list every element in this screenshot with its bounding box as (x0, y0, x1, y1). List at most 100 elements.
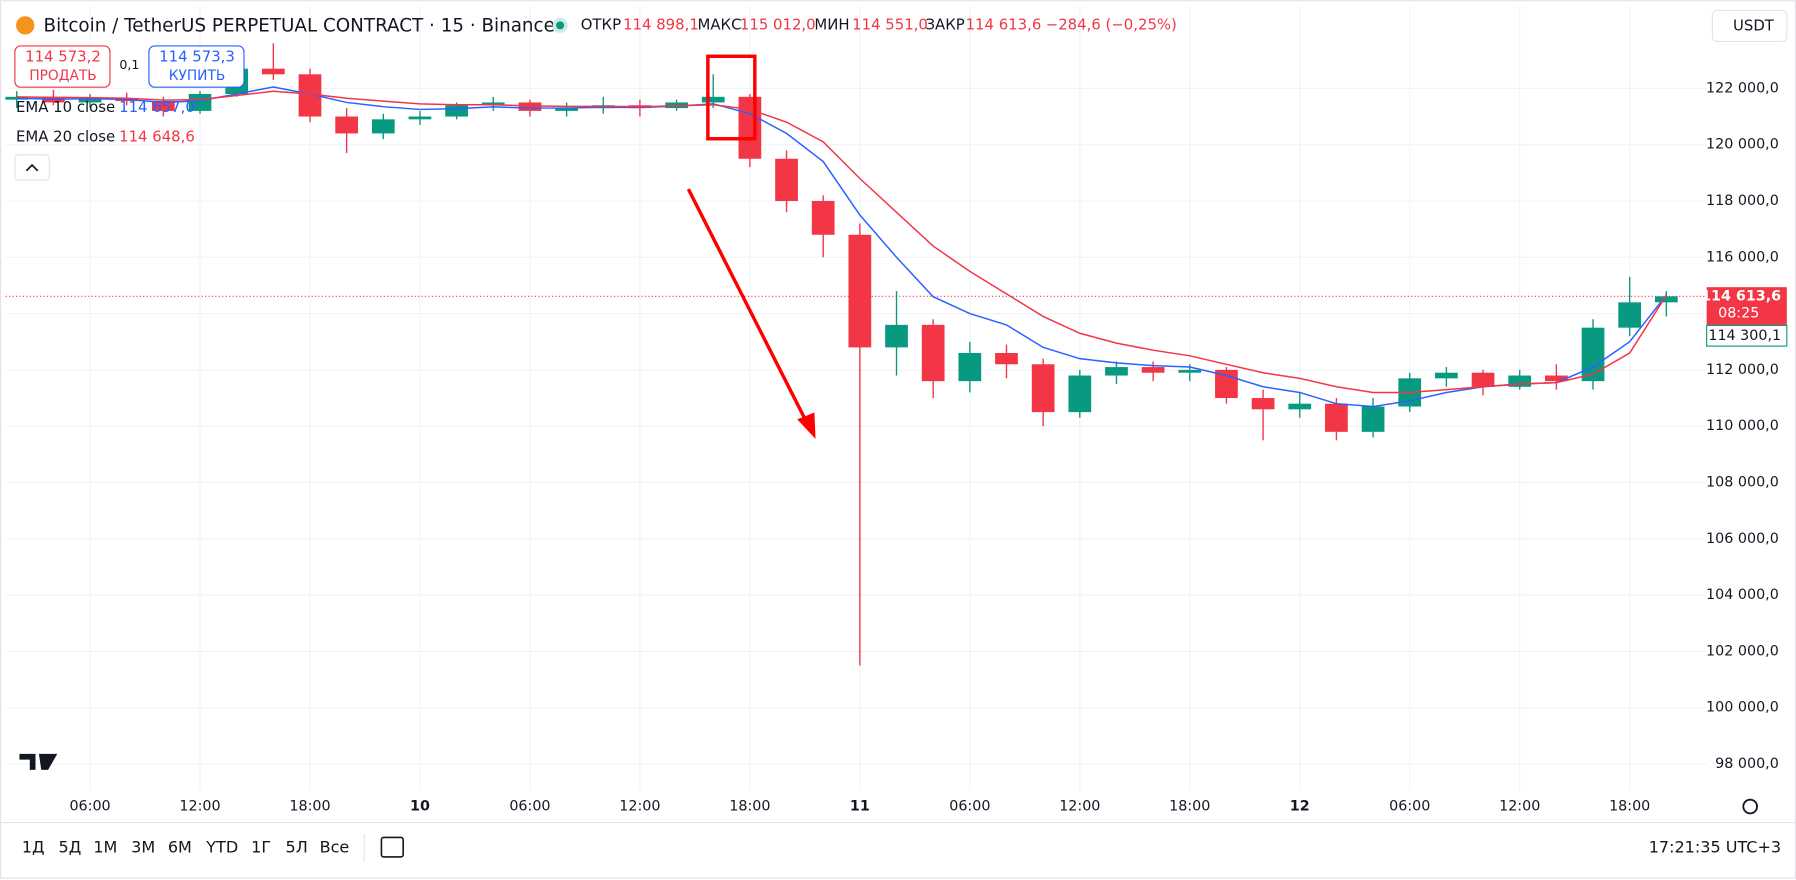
range-button[interactable]: 3М (131, 837, 155, 856)
candle-body (811, 200, 835, 235)
candle-body (518, 102, 542, 111)
countdown: 08:25 (1718, 306, 1759, 322)
date-range-icon[interactable] (380, 836, 404, 858)
range-button[interactable]: 6М (168, 837, 192, 856)
candle-body (775, 158, 798, 201)
candle-body (151, 101, 175, 111)
spread: 0,1 (119, 57, 139, 72)
range-button[interactable]: 5Д (59, 837, 82, 856)
x-tick-label: 12:00 (179, 799, 220, 815)
tv-logo[interactable] (19, 753, 58, 770)
candle-body (1178, 369, 1202, 373)
x-tick-label: 12:00 (1499, 799, 1540, 815)
ema-price-box (1706, 324, 1788, 347)
last-price: 114 613,6 (1701, 288, 1781, 304)
collapse-button[interactable] (14, 154, 50, 181)
last-price-bg (1706, 287, 1787, 325)
ema-name[interactable]: EMA 10 close (16, 98, 115, 116)
candle-body (848, 234, 872, 348)
currency-button[interactable] (1711, 9, 1788, 42)
highlight-box (706, 54, 757, 141)
candle-body (1361, 406, 1385, 432)
market-status[interactable] (552, 17, 568, 33)
x-tick-label: 18:00 (729, 799, 770, 815)
buy-price: 114 573,3 (159, 47, 235, 65)
candle-body (445, 105, 468, 117)
candle-body (701, 96, 725, 103)
y-tick-label: 100 000,0 (1706, 700, 1779, 716)
candle-body (1031, 364, 1055, 413)
range-button[interactable]: YTD (205, 837, 238, 856)
y-tick-label: 104 000,0 (1706, 587, 1779, 603)
candle-body (995, 353, 1018, 365)
candle-body (1471, 372, 1495, 387)
ohlc-value: 114 551,0 (852, 15, 928, 33)
ema-value: 114 648,6 (119, 128, 195, 146)
btc-icon (16, 16, 35, 35)
clock[interactable]: 17:21:35 UTC+3 (1649, 837, 1781, 856)
ema-name[interactable]: EMA 20 close (16, 128, 115, 146)
ema-line (16, 90, 1667, 394)
candle-body (555, 108, 578, 111)
candle-body (1654, 296, 1678, 303)
candle-body (1544, 375, 1568, 382)
candle-body (958, 353, 982, 382)
y-tick-label: 118 000,0 (1706, 193, 1779, 209)
x-tick-label: 12:00 (1059, 799, 1100, 815)
buy-button[interactable] (148, 45, 245, 88)
sell-price: 114 573,2 (25, 47, 101, 65)
range-button[interactable]: 1Г (251, 837, 271, 856)
arrow-line (686, 188, 811, 428)
x-tick-label: 11 (850, 799, 870, 815)
symbol-title[interactable]: Bitcoin / TetherUS PERPETUAL CONTRACT · … (44, 16, 555, 37)
ohlc-label: МИН (814, 15, 849, 33)
x-tick-label: 12 (1290, 799, 1310, 815)
y-tick-label: 116 000,0 (1706, 249, 1779, 265)
ohlc-value: 114 613,6 (966, 15, 1042, 33)
ohlc-label: ОТКР (581, 15, 621, 33)
y-tick-label: 112 000,0 (1706, 362, 1779, 378)
ohlc-label: МАКС (698, 15, 742, 33)
settings-icon[interactable] (1742, 798, 1758, 815)
x-tick-label: 18:00 (1609, 799, 1650, 815)
candle-body (1325, 403, 1348, 432)
range-button[interactable]: 1М (93, 837, 117, 856)
buy-label: КУПИТЬ (169, 68, 226, 84)
range-button[interactable]: Все (320, 837, 350, 856)
candle-body (1068, 375, 1092, 413)
candle-body (261, 68, 285, 75)
candle-body (298, 74, 322, 117)
candle-body (78, 98, 102, 103)
candle-body (335, 116, 359, 134)
ema-line (16, 86, 1667, 408)
last-price-box: 114 613,6 08:25 (1701, 287, 1787, 325)
candle-body (885, 324, 908, 348)
candle-body (1251, 398, 1275, 410)
range-button[interactable]: 5Л (286, 837, 308, 856)
candle-body (738, 96, 762, 159)
toolbar: 1Д 5Д 1М 3М 6М YTD 1Г 5Л Все (22, 837, 349, 856)
candle-body (481, 102, 505, 106)
y-tick-label: 120 000,0 (1706, 137, 1779, 153)
candle-body (1288, 403, 1312, 410)
candle-body (1508, 375, 1532, 387)
y-tick-label: 108 000,0 (1706, 475, 1779, 491)
sell-button[interactable] (14, 45, 111, 88)
x-tick-label: 06:00 (1389, 799, 1430, 815)
candle-body (1105, 367, 1128, 376)
currency: USDT (1733, 17, 1775, 35)
y-tick-label: 102 000,0 (1706, 643, 1779, 659)
ohlc-label: ЗАКР (925, 15, 964, 33)
candle-body (1581, 327, 1605, 382)
candle-body (921, 324, 945, 382)
y-tick-label: 110 000,0 (1706, 418, 1779, 434)
x-tick-label: 06:00 (69, 799, 110, 815)
x-tick-label: 12:00 (619, 799, 660, 815)
ohlc-value: 115 012,0 (740, 15, 816, 33)
arrow-head (797, 412, 816, 439)
range-button[interactable]: 1Д (22, 837, 45, 856)
candle-body (371, 119, 395, 134)
x-tick-label: 06:00 (509, 799, 550, 815)
